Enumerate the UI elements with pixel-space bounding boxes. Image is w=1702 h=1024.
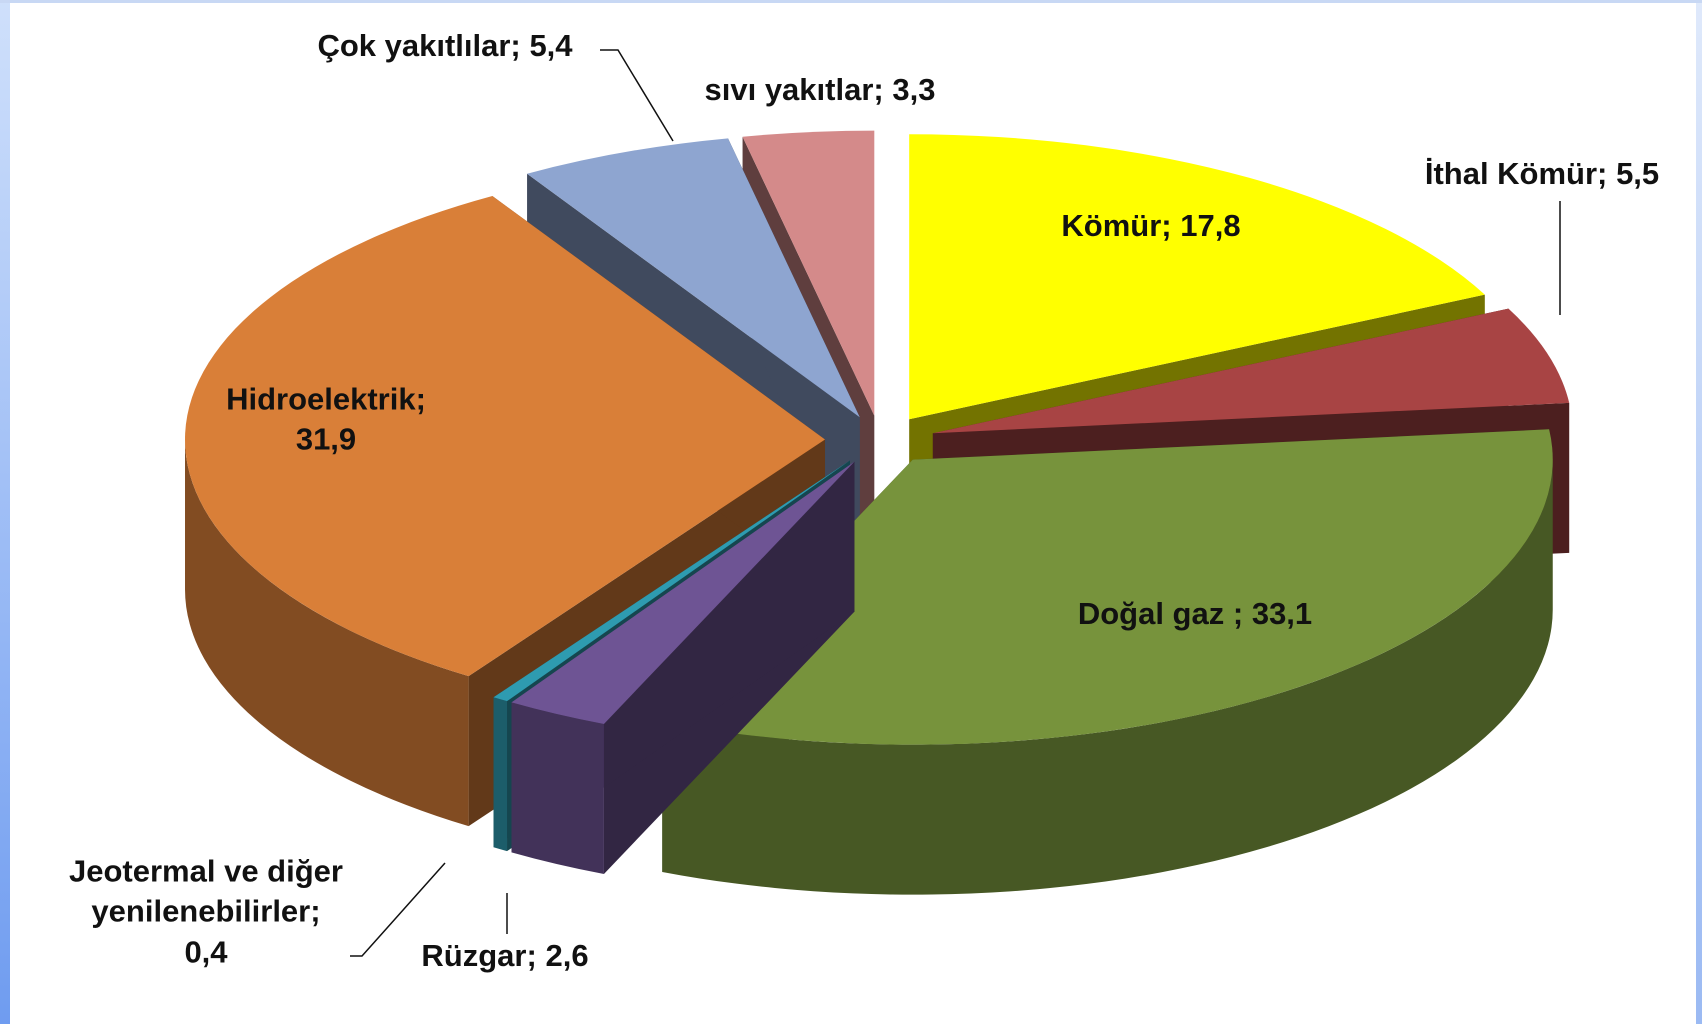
slice-name: Rüzgar; xyxy=(421,937,537,973)
slice-name: Hidroelektrik; xyxy=(226,381,426,417)
slice-name: sıvı yakıtlar; xyxy=(704,71,884,107)
slice-value: 5,5 xyxy=(1616,155,1660,191)
slice-value: 33,1 xyxy=(1251,595,1313,631)
leader-line xyxy=(350,862,446,957)
data-label: Hidroelektrik; 31,9 xyxy=(176,380,476,461)
data-label: Jeotermal ve diğer yenilenebilirler; 0,4 xyxy=(56,852,356,973)
slice-value: 3,3 xyxy=(892,71,936,107)
frame-edge xyxy=(0,0,10,1024)
slice-name: İthal Kömür; xyxy=(1424,155,1608,191)
slice-top xyxy=(662,429,1553,745)
slice-wall xyxy=(493,697,508,852)
slice-value: 2,6 xyxy=(545,937,589,973)
frame-edge xyxy=(1696,0,1702,1024)
frame-edge xyxy=(0,0,1702,3)
slice-value: 0,4 xyxy=(184,934,228,970)
slice-name: Doğal gaz ; xyxy=(1077,595,1244,631)
data-label: Rüzgar; 2,6 xyxy=(355,936,655,976)
data-label: İthal Kömür; 5,5 xyxy=(1312,154,1702,194)
slice-top xyxy=(909,134,1485,420)
slice-value: 17,8 xyxy=(1180,207,1241,243)
slice-top xyxy=(511,461,855,724)
data-label: sıvı yakıtlar; 3,3 xyxy=(610,70,1030,110)
slice-name: Çok yakıtlılar; xyxy=(317,27,521,63)
slice-value: 5,4 xyxy=(529,27,573,63)
slice-value: 31,9 xyxy=(295,422,357,457)
data-label: Kömür; 17,8 xyxy=(941,206,1361,246)
slice-wall xyxy=(662,459,1553,895)
slice-wall xyxy=(185,439,469,827)
slice-wall xyxy=(511,702,604,874)
leader-line xyxy=(600,49,674,142)
slice-top xyxy=(932,308,1570,434)
slice xyxy=(511,461,855,874)
slice-top xyxy=(185,195,826,677)
slice-name: Jeotermal ve diğer yenilenebilirler; xyxy=(69,853,343,929)
slice-top xyxy=(493,460,850,702)
slice-top xyxy=(742,130,875,416)
slice-top xyxy=(527,138,860,418)
data-label: Çok yakıtlılar; 5,4 xyxy=(235,26,655,66)
slice-name: Kömür; xyxy=(1061,207,1172,243)
data-label: Doğal gaz ; 33,1 xyxy=(985,594,1405,634)
